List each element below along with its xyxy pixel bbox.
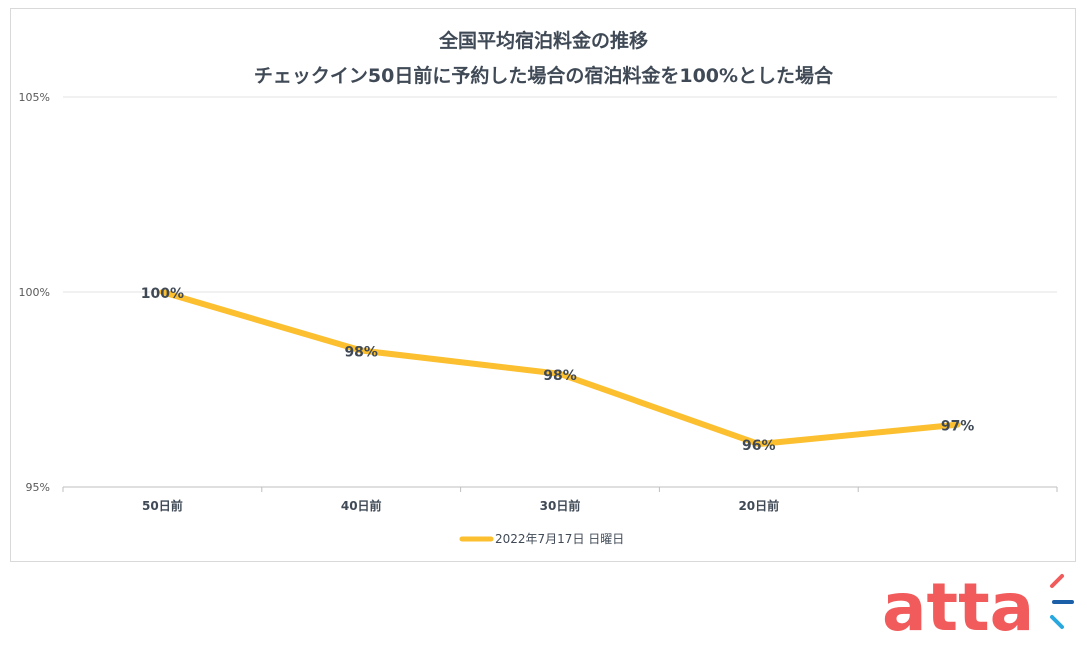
data-label: 96% xyxy=(742,438,776,454)
chart-subtitle: チェックイン50日前に予約した場合の宿泊料金を100%とした場合 xyxy=(253,65,834,87)
data-label: 98% xyxy=(344,345,378,361)
atta-logo: atta xyxy=(882,572,1074,646)
x-tick-label: 30日前 xyxy=(540,498,581,513)
y-tick-label: 100% xyxy=(19,286,50,299)
x-tick-label: 40日前 xyxy=(341,498,382,513)
chart-title: 全国平均宿泊料金の推移 xyxy=(438,30,648,52)
chart-frame xyxy=(10,8,1076,562)
data-point xyxy=(160,290,165,294)
data-point xyxy=(558,371,562,376)
y-tick-label: 95% xyxy=(26,481,50,494)
logo-accent-mark xyxy=(1050,615,1064,629)
data-point xyxy=(955,422,960,427)
data-point xyxy=(756,442,761,447)
y-tick-label: 105% xyxy=(19,91,50,104)
data-label: 100% xyxy=(141,286,184,302)
logo-text: atta xyxy=(882,572,1034,646)
data-point xyxy=(359,348,364,353)
legend-label: 2022年7月17日 日曜日 xyxy=(495,532,624,546)
data-label: 97% xyxy=(941,419,975,435)
x-tick-label: 20日前 xyxy=(738,498,779,513)
x-tick-label: 50日前 xyxy=(142,498,183,513)
data-label: 98% xyxy=(543,368,577,384)
logo-accent-mark xyxy=(1050,574,1064,588)
